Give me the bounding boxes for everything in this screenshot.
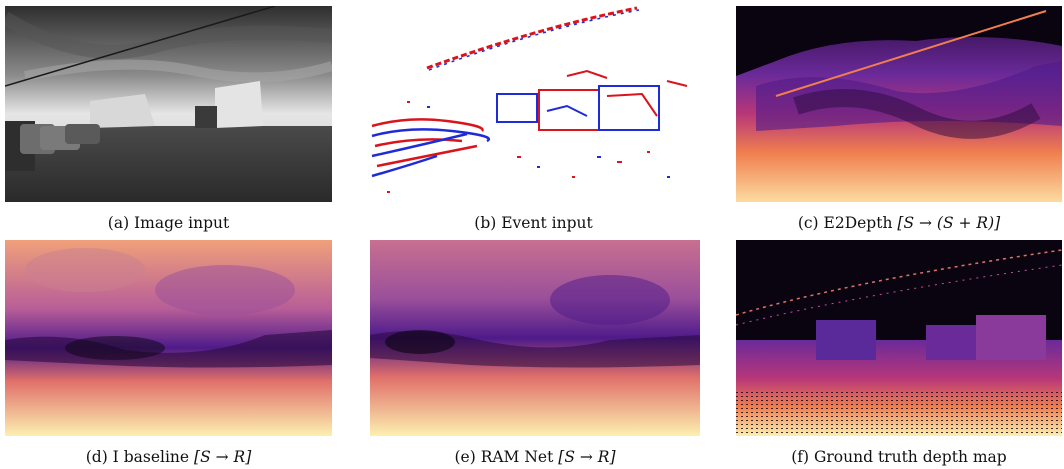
e2depth-depth-map bbox=[736, 6, 1062, 202]
caption-c-prefix: (c) E2Depth bbox=[798, 214, 893, 232]
caption-b: (b) Event input bbox=[367, 214, 700, 232]
caption-d-math: [S → R] bbox=[194, 448, 251, 466]
event-input-panel bbox=[367, 6, 700, 202]
i-baseline-depth-map bbox=[5, 240, 332, 436]
caption-f: (f) Ground truth depth map bbox=[736, 448, 1062, 466]
e2depth-panel bbox=[736, 6, 1062, 202]
caption-e: (e) RAM Net [S → R] bbox=[370, 448, 700, 466]
grayscale-image bbox=[5, 6, 332, 202]
ground-truth-depth-map bbox=[736, 240, 1062, 436]
i-baseline-panel bbox=[5, 240, 332, 436]
ram-net-depth-map bbox=[370, 240, 700, 436]
ground-truth-panel bbox=[736, 240, 1062, 436]
image-input-panel bbox=[5, 6, 332, 202]
ram-net-panel bbox=[370, 240, 700, 436]
event-image bbox=[367, 6, 700, 202]
caption-a: (a) Image input bbox=[5, 214, 332, 232]
caption-e-prefix: (e) RAM Net bbox=[455, 448, 554, 466]
caption-c-math: [S → (S + R)] bbox=[897, 214, 1000, 232]
caption-d: (d) I baseline [S → R] bbox=[5, 448, 332, 466]
caption-d-prefix: (d) I baseline bbox=[86, 448, 189, 466]
caption-e-math: [S → R] bbox=[558, 448, 615, 466]
caption-c: (c) E2Depth [S → (S + R)] bbox=[736, 214, 1062, 232]
